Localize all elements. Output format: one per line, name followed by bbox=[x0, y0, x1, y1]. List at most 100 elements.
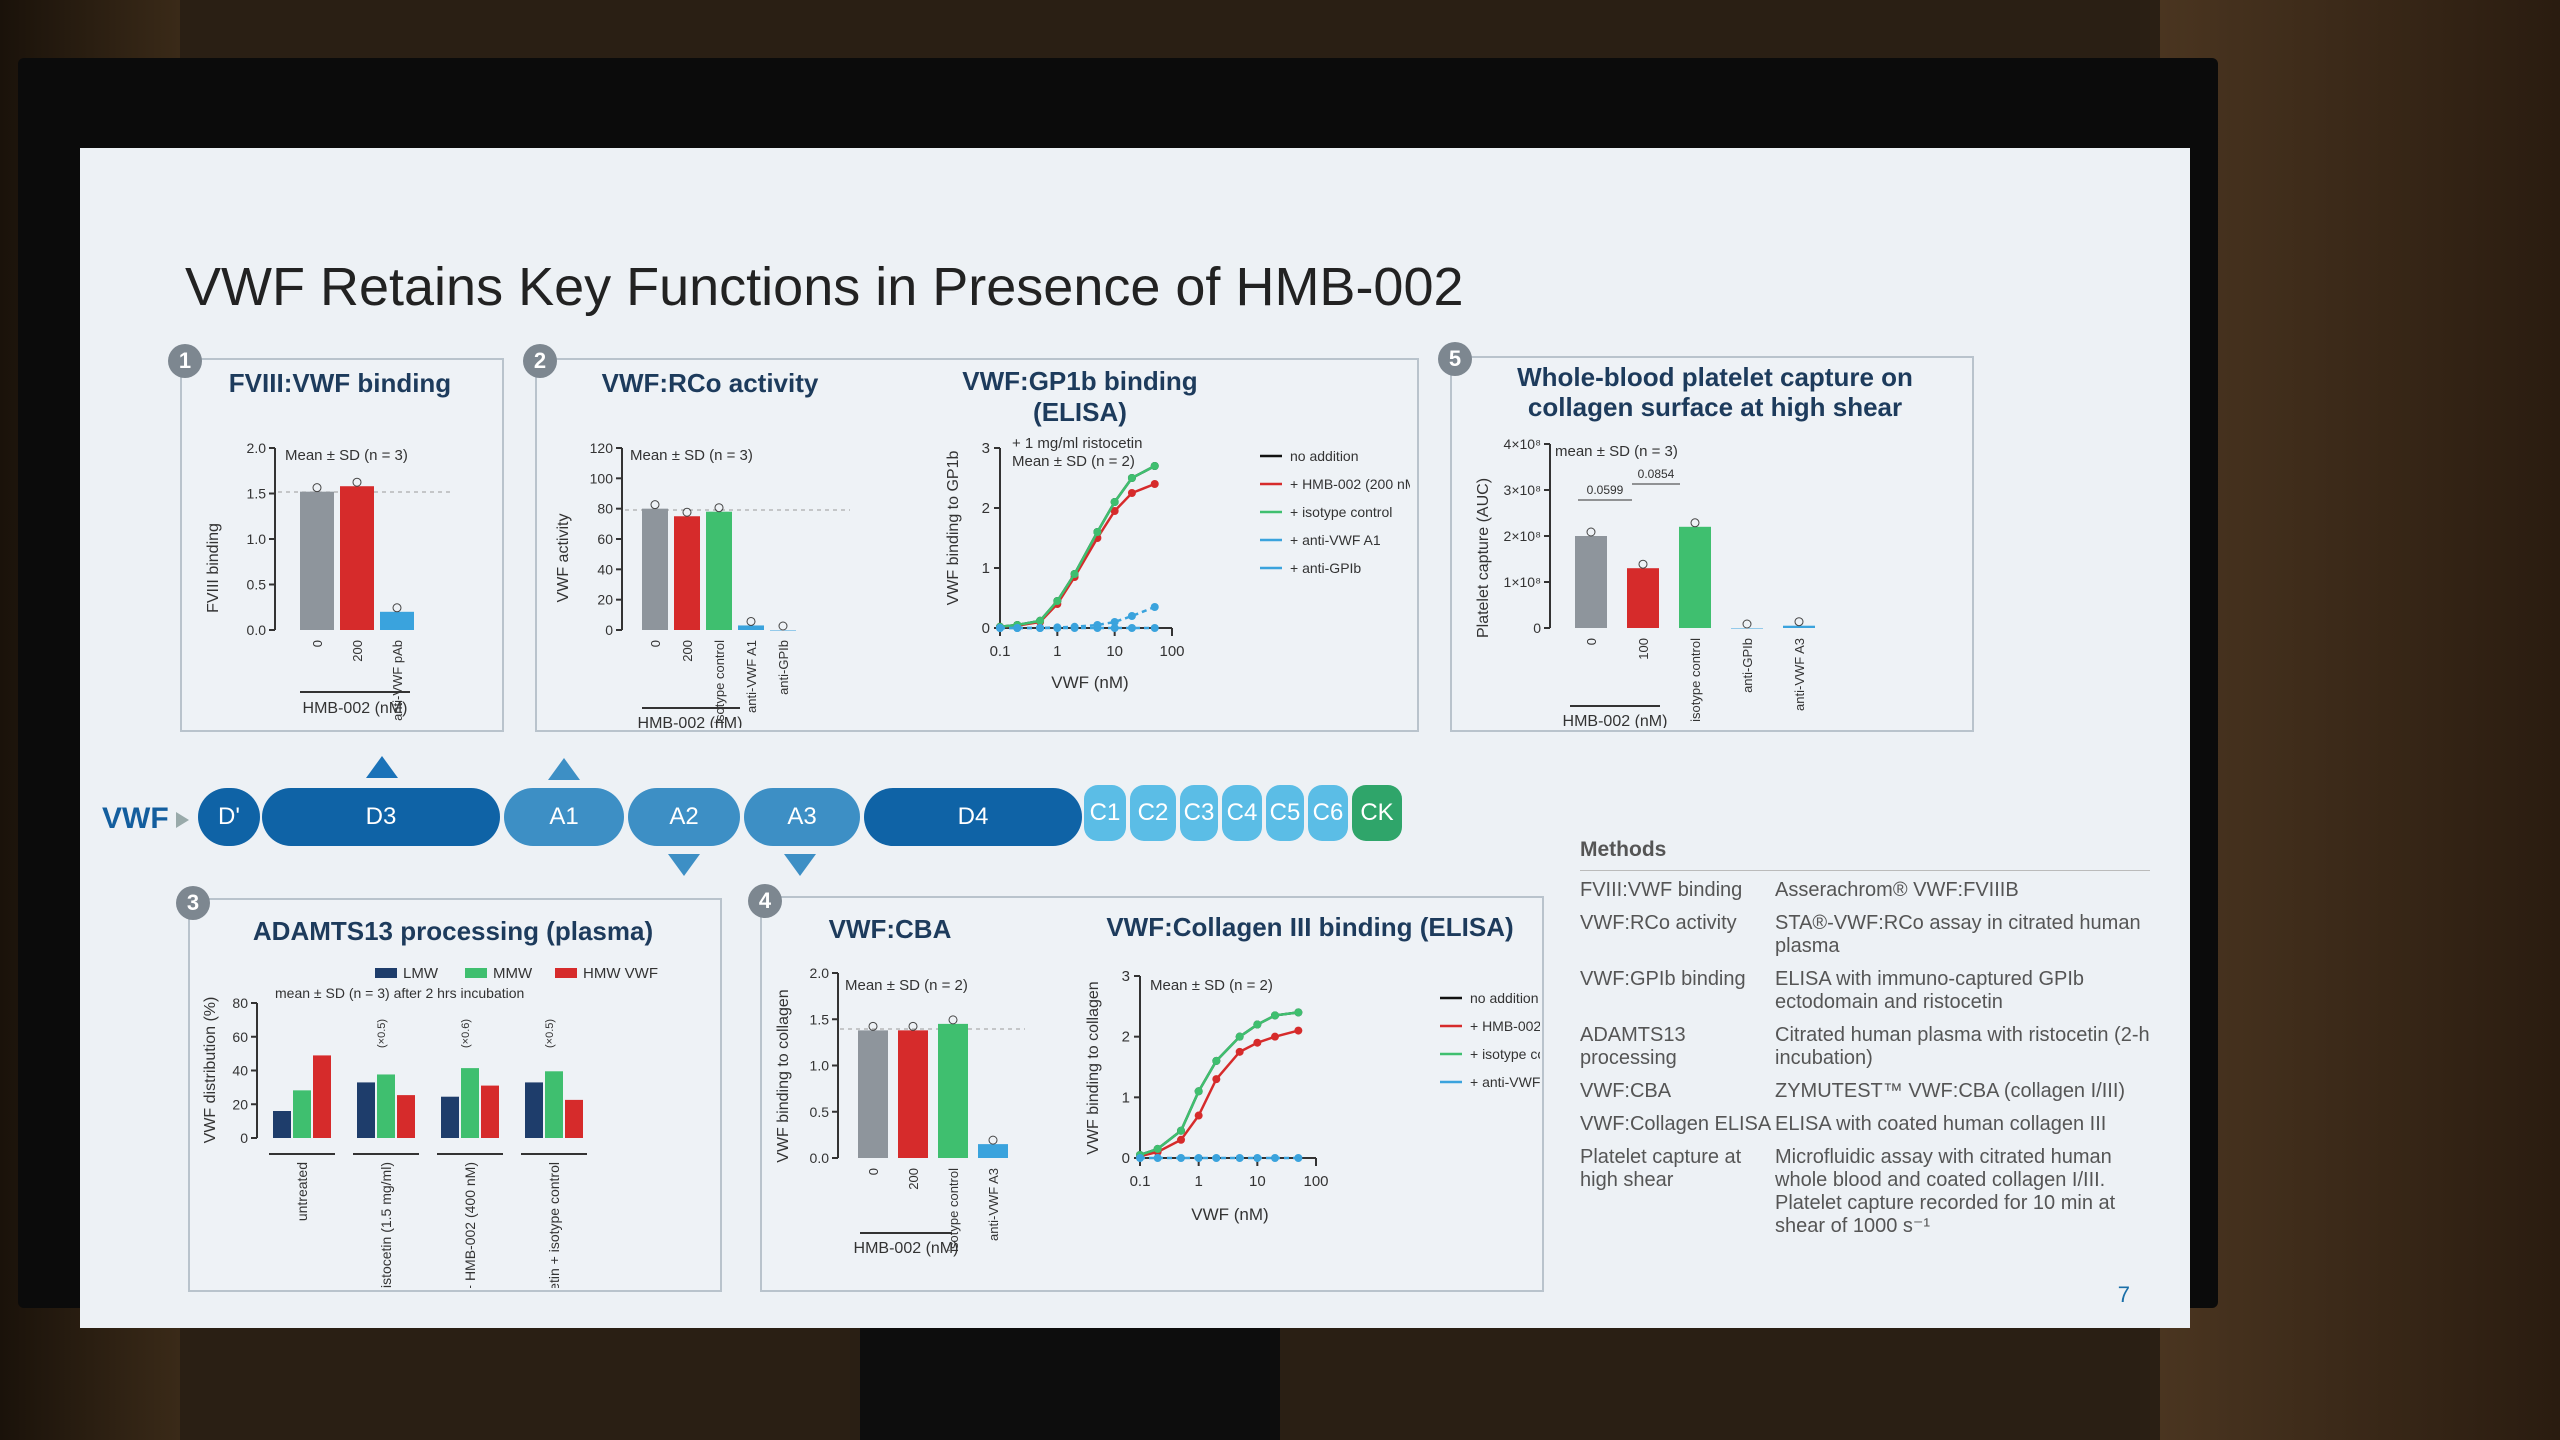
data-point bbox=[714, 503, 724, 513]
domain-c6: C6 bbox=[1308, 785, 1348, 841]
series-point bbox=[1235, 1047, 1244, 1056]
slide-title: VWF Retains Key Functions in Presence of… bbox=[185, 257, 1464, 317]
domain-c1: C1 bbox=[1084, 785, 1126, 841]
col3-ylabel: VWF binding to collagen bbox=[1085, 981, 1102, 1154]
legend-label: + anti-VWF A3 bbox=[1470, 1074, 1540, 1090]
annotation: (×0.5) bbox=[544, 1019, 556, 1048]
data-point bbox=[352, 477, 362, 487]
marker-up-a1-icon bbox=[548, 758, 580, 780]
panel-title-platelet: Whole-blood platelet capture on collagen… bbox=[1517, 362, 1913, 422]
panel-number-5: 5 bbox=[1438, 342, 1472, 376]
series-point bbox=[1270, 1032, 1279, 1041]
x-tick-label: 0 bbox=[648, 640, 663, 647]
series-point bbox=[1212, 1154, 1221, 1162]
methods-key: VWF:GPIb binding bbox=[1580, 968, 1746, 990]
data-point bbox=[1742, 619, 1752, 629]
series-point bbox=[1053, 597, 1062, 605]
chart-adamts: VWF distribution (%) LMW MMW HMW VWF mean … bbox=[202, 965, 658, 1288]
data-point bbox=[1638, 559, 1648, 569]
y-tick-label: 60 bbox=[597, 531, 613, 547]
data-point bbox=[1690, 518, 1700, 528]
series-point bbox=[1127, 474, 1136, 482]
panel-number-2: 2 bbox=[523, 344, 557, 378]
domain-c4: C4 bbox=[1222, 785, 1262, 841]
platelet-ylabel: Platelet capture (AUC) bbox=[1475, 478, 1492, 638]
x-tick-label: anti-VWF A3 bbox=[1792, 638, 1807, 711]
series-point bbox=[1294, 1008, 1303, 1017]
data-point bbox=[988, 1135, 998, 1145]
annotation: (×0.5) bbox=[376, 1019, 388, 1048]
y-tick-label: 2 bbox=[1122, 1029, 1130, 1046]
bar bbox=[461, 1068, 479, 1138]
y-tick-label: 0 bbox=[240, 1130, 248, 1146]
bar bbox=[300, 491, 334, 630]
methods-row: VWF:CBA ZYMUTEST™ VWF:CBA (collagen I/III… bbox=[1580, 1080, 2150, 1103]
x-tick-label: 100 bbox=[1636, 638, 1651, 660]
x-tick-label: ristocetin + isotype control bbox=[546, 1162, 562, 1288]
y-tick-label: 1.5 bbox=[810, 1011, 830, 1027]
panel-number-4: 4 bbox=[748, 884, 782, 918]
series-point bbox=[1150, 603, 1159, 611]
y-tick-label: 2 bbox=[982, 500, 990, 517]
panel-title-collagen3: VWF:Collagen III binding (ELISA) bbox=[1106, 912, 1514, 942]
fviii-ylabel: FVIII binding bbox=[205, 523, 222, 613]
x-tick-label: ristocetin + HMB-002 (400 nM) bbox=[462, 1162, 478, 1288]
adamts-note: mean ± SD (n = 3) after 2 hrs incubation bbox=[275, 985, 524, 1001]
x-tick-label: isotype control bbox=[1688, 638, 1703, 722]
series-point bbox=[1270, 1154, 1279, 1162]
legend-label: MMW bbox=[493, 965, 533, 982]
x-tick-label: 100 bbox=[1159, 643, 1184, 660]
x-tick-label: 1 bbox=[1053, 643, 1061, 660]
x-tick-label: 100 bbox=[1303, 1173, 1328, 1190]
methods-row: Platelet capture at high shear Microfluid… bbox=[1580, 1146, 2150, 1238]
chart-gp1b: VWF binding to GP1b + 1 mg/ml ristocetin… bbox=[945, 435, 1410, 692]
methods-row: ADAMTS13 processing Citrated human plasma… bbox=[1580, 1024, 2150, 1070]
panel-title-cba: VWF:CBA bbox=[828, 914, 952, 944]
bar bbox=[1575, 536, 1607, 628]
domain-c5: C5 bbox=[1266, 785, 1304, 841]
domain-dprime: D' bbox=[198, 788, 260, 846]
panel-title-fviii: FVIII:VWF binding bbox=[228, 368, 452, 398]
data-point bbox=[778, 621, 788, 631]
x-tick-label: 200 bbox=[680, 640, 695, 662]
chart-cba: VWF binding to collagen Mean ± SD (n = 2… bbox=[775, 965, 1025, 1257]
gp1b-note2: Mean ± SD (n = 2) bbox=[1012, 453, 1135, 470]
y-tick-label: 2.0 bbox=[810, 965, 830, 981]
methods-key: FVIII:VWF binding bbox=[1580, 879, 1743, 901]
series-point bbox=[1110, 498, 1119, 506]
bar bbox=[525, 1082, 543, 1138]
legend-label: LMW bbox=[403, 965, 439, 982]
fviii-note: Mean ± SD (n = 3) bbox=[285, 447, 408, 464]
series-point bbox=[1294, 1154, 1303, 1162]
slide-screen: VWF Retains Key Functions in Presence of… bbox=[80, 148, 2190, 1328]
y-tick-label: 3 bbox=[1122, 968, 1130, 985]
marker-up-d3-icon bbox=[366, 756, 398, 778]
platelet-note: mean ± SD (n = 3) bbox=[1555, 443, 1678, 460]
data-point bbox=[682, 507, 692, 517]
panel-fviii-vwf bbox=[180, 358, 504, 732]
y-tick-label: 0.5 bbox=[247, 577, 267, 593]
methods-row: VWF:Collagen ELISA ELISA with coated huma… bbox=[1580, 1113, 2150, 1136]
x-tick-label: isotype control bbox=[946, 1168, 961, 1252]
x-tick-label: 0 bbox=[866, 1168, 881, 1175]
rco-group: HMB-002 (nM) bbox=[638, 715, 743, 728]
bar bbox=[441, 1096, 459, 1138]
adamts-ylabel: VWF distribution (%) bbox=[202, 997, 219, 1144]
panel-platelet bbox=[1450, 356, 1974, 732]
marker-down-a3-icon bbox=[784, 854, 816, 876]
y-tick-label: 4×10⁸ bbox=[1504, 436, 1542, 452]
y-tick-label: 3 bbox=[982, 440, 990, 457]
domain-ck: CK bbox=[1352, 785, 1402, 841]
y-tick-label: 1.0 bbox=[247, 531, 267, 547]
series-point bbox=[1194, 1087, 1203, 1096]
monitor-bezel: VWF Retains Key Functions in Presence of… bbox=[18, 58, 2218, 1328]
legend-label: no addition bbox=[1290, 448, 1359, 464]
cba-note: Mean ± SD (n = 2) bbox=[845, 977, 968, 994]
bar bbox=[642, 508, 668, 630]
bar bbox=[273, 1111, 291, 1138]
y-tick-label: 1 bbox=[1122, 1089, 1130, 1106]
domain-a3: A3 bbox=[744, 788, 860, 846]
bar bbox=[545, 1071, 563, 1138]
legend-label: + anti-GPIb bbox=[1290, 560, 1361, 576]
vwf-label: VWF bbox=[102, 802, 169, 835]
